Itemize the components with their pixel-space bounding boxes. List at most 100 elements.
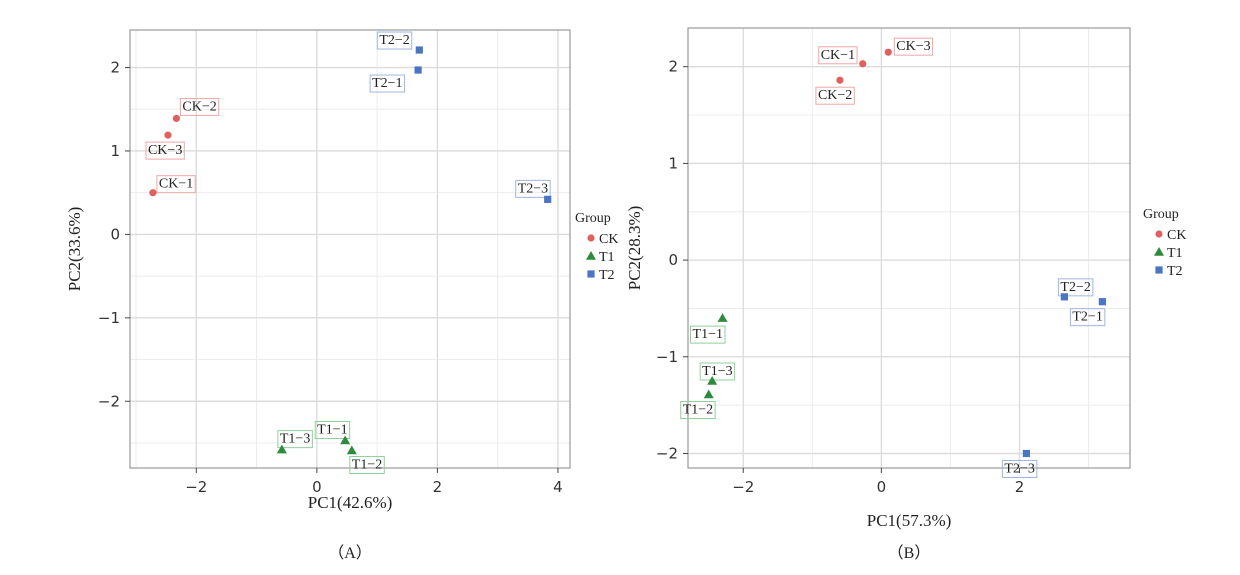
- point-label: CK−3: [896, 39, 930, 54]
- legend-marker-t2: [1155, 266, 1163, 274]
- point-label-box: [818, 46, 858, 65]
- point-label: CK−2: [182, 99, 216, 114]
- point-label-box: [1001, 459, 1038, 478]
- point-label: T1−1: [317, 422, 347, 437]
- data-points: CK−1 CK−2 CK−3 T1−1 T1−2 T1−3 T2−1 T2−2 T2−3: [145, 31, 552, 474]
- legend: Group CK T1 T2: [575, 211, 618, 283]
- legend-entry: T1: [1167, 246, 1183, 261]
- point-label-box: [893, 37, 934, 56]
- y-tick-label: −1: [98, 309, 120, 327]
- y-tick-label: 1: [668, 154, 678, 172]
- point-t1: [346, 445, 357, 455]
- plot-area: [130, 30, 570, 468]
- x-tick-label: 0: [312, 478, 322, 496]
- point-label: T1−1: [693, 327, 723, 342]
- point-t2: [1022, 449, 1031, 458]
- point-label: T1−3: [280, 432, 310, 447]
- point-ck: [149, 189, 157, 197]
- legend-entry: CK: [599, 232, 618, 247]
- panel-label: （B）: [888, 544, 931, 562]
- x-tick-label: 2: [433, 478, 443, 496]
- legend-marker-ck: [1155, 230, 1163, 238]
- x-tick-label: 2: [1015, 478, 1025, 496]
- y-tick-label: −2: [656, 444, 678, 462]
- y-axis-title: PC2(33.6%): [65, 207, 84, 292]
- panel-label: （A）: [328, 544, 372, 562]
- point-label-box: [145, 141, 185, 160]
- point-ck: [859, 60, 867, 68]
- point-label-box: [376, 31, 413, 50]
- point-label-box: [349, 455, 385, 474]
- point-label: CK−1: [159, 177, 193, 192]
- y-tick-label: 2: [668, 58, 678, 76]
- x-axis-title: PC1(42.6%): [308, 493, 393, 512]
- legend-entry: T2: [1167, 264, 1183, 279]
- point-label: CK−2: [818, 88, 852, 103]
- grid: [688, 28, 1130, 468]
- point-t1: [340, 435, 351, 445]
- point-label-box: [277, 430, 313, 449]
- point-label: CK−1: [821, 48, 855, 63]
- point-ck: [172, 114, 181, 123]
- point-label-box: [680, 401, 716, 420]
- point-label: T1−2: [683, 403, 713, 418]
- panel-a: −2 0 2 4−2−1012PC1(42.6%)PC2(33.6%)（A）CK−1C…: [65, 29, 618, 562]
- x-tick-label: −2: [185, 478, 207, 496]
- point-t1: [703, 389, 714, 399]
- point-ck: [164, 131, 172, 139]
- point-label-box: [369, 74, 406, 93]
- point-label: T2−3: [1004, 461, 1034, 476]
- point-label: T2−2: [1060, 280, 1090, 295]
- point-t1: [707, 375, 718, 385]
- point-label-box: [314, 420, 351, 439]
- y-tick-label: −2: [98, 392, 120, 410]
- point-label-box: [690, 325, 726, 344]
- y-tick-label: 1: [110, 142, 120, 160]
- x-axis-title: PC1(57.3%): [867, 511, 952, 530]
- point-label: T2−3: [518, 181, 548, 196]
- point-t2: [544, 195, 552, 203]
- point-t2: [1098, 298, 1106, 306]
- x-tick-label: 0: [877, 478, 887, 496]
- y-tick-label: 2: [110, 59, 120, 77]
- y-tick-label: 0: [668, 251, 678, 269]
- x-tick-label: 4: [553, 478, 563, 496]
- point-t1: [276, 444, 287, 454]
- legend-title: Group: [575, 211, 611, 226]
- point-t1: [717, 313, 728, 322]
- point-label: T1−3: [702, 364, 732, 379]
- point-label: T1−2: [352, 457, 382, 472]
- legend-entry: T1: [599, 250, 615, 265]
- legend-title: Group: [1143, 207, 1179, 222]
- point-label: T2−1: [1072, 310, 1102, 325]
- plot-area: [688, 28, 1130, 468]
- point-label-box: [815, 86, 855, 105]
- legend: Group CK T1 T2: [1143, 207, 1186, 279]
- legend-marker-ck: [587, 234, 595, 242]
- point-ck: [884, 48, 892, 56]
- plot-frame: [687, 27, 1131, 469]
- panel-b: −2 0 2−2−1012PC1(57.3%)PC2(28.3%)（B）CK−1CK…: [625, 27, 1186, 562]
- point-label-box: [515, 179, 551, 198]
- y-axis-title: PC2(28.3%): [625, 206, 644, 291]
- data-points: CK−1 CK−2 CK−3 T1−1 T1−2 T1−3 T2−1 T2−2 T2−3: [680, 37, 1106, 478]
- point-label-box: [1057, 278, 1094, 297]
- point-label: T2−2: [379, 33, 409, 48]
- y-tick-label: −1: [656, 348, 678, 366]
- point-t2: [414, 66, 422, 74]
- point-t2: [415, 46, 423, 54]
- grid: [130, 30, 570, 468]
- y-tick-label: 0: [110, 225, 120, 243]
- point-label-box: [179, 97, 220, 116]
- legend-marker-t1: [1154, 247, 1164, 256]
- point-label-box: [1069, 308, 1106, 327]
- legend-marker-t1: [586, 251, 596, 260]
- point-label: CK−3: [148, 143, 182, 158]
- legend-entry: CK: [1167, 228, 1186, 243]
- point-label-box: [699, 362, 736, 381]
- point-label: T2−1: [372, 76, 402, 91]
- legend-entry: T2: [599, 268, 615, 283]
- point-t2: [1060, 293, 1068, 301]
- x-tick-label: −2: [732, 478, 754, 496]
